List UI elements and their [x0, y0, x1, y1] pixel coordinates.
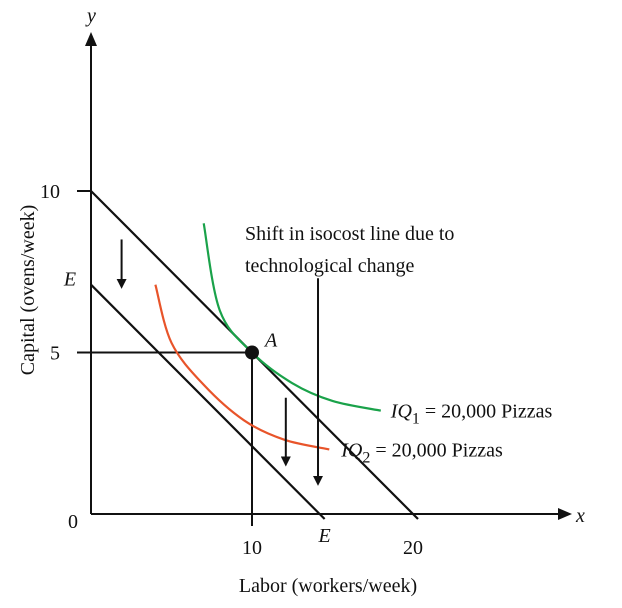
- annotation-line-1: Shift in isocost line due to: [245, 223, 454, 245]
- isocost-line-end: [318, 513, 326, 520]
- point-a-label: A: [263, 330, 278, 352]
- annotation-line-2: technological change: [245, 255, 414, 277]
- y-axis-name: y: [85, 5, 96, 27]
- isoquant-curves: IQ1 = 20,000 Pizzas IQ2 = 20,000 Pizzas: [154, 223, 553, 466]
- isocost-line-end: [412, 513, 419, 520]
- isoquant-1-label: IQ1 = 20,000 Pizzas: [390, 401, 553, 428]
- isocost-e-y-label: E: [63, 269, 76, 291]
- point-a-guides: [77, 351, 253, 526]
- shift-arrows: [116, 239, 324, 486]
- x-axis-name: x: [575, 505, 585, 527]
- x-tick-label: 20: [403, 537, 423, 559]
- x-axis-arrowhead: [558, 508, 572, 520]
- isoquant-1-curve: [202, 223, 382, 412]
- y-axis-label: Capital (ovens/week): [17, 205, 39, 376]
- isoquant-2-curve: [154, 284, 330, 451]
- isoquant-2-label: IQ2 = 20,000 Pizzas: [340, 439, 503, 466]
- isocost-line-2: [90, 283, 321, 515]
- x-tick-label: 10: [242, 537, 262, 559]
- y-tick-label: 5: [50, 343, 60, 365]
- y-tick-label: 10: [40, 181, 60, 203]
- origin-label: 0: [68, 511, 78, 533]
- y-axis-arrowhead: [85, 32, 97, 46]
- x-axis-label: Labor (workers/week): [239, 575, 417, 597]
- isocost-e-x-label: E: [318, 525, 331, 547]
- axis-ticks: 10 20 5 10: [40, 181, 423, 559]
- point-a-marker: [245, 345, 259, 360]
